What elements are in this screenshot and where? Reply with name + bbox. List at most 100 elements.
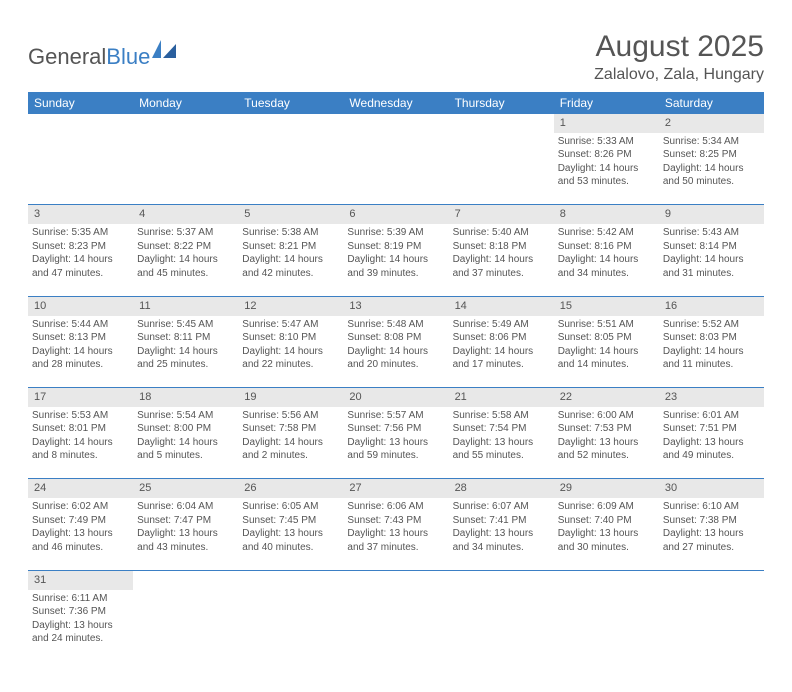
daylight-1: Daylight: 14 hours xyxy=(663,253,760,267)
logo: GeneralBlue xyxy=(28,44,178,70)
day-number xyxy=(133,570,238,589)
sunrise: Sunrise: 6:04 AM xyxy=(137,500,234,514)
daylight-1: Daylight: 14 hours xyxy=(137,436,234,450)
day-number: 8 xyxy=(554,205,659,224)
day-number: 30 xyxy=(659,479,764,498)
day-cell: Sunrise: 5:44 AMSunset: 8:13 PMDaylight:… xyxy=(28,316,133,388)
day-number: 26 xyxy=(238,479,343,498)
sunset: Sunset: 8:03 PM xyxy=(663,331,760,345)
day-number: 7 xyxy=(449,205,554,224)
daylight-2: and 5 minutes. xyxy=(137,449,234,463)
daylight-2: and 11 minutes. xyxy=(663,358,760,372)
daylight-2: and 17 minutes. xyxy=(453,358,550,372)
calendar-table: SundayMondayTuesdayWednesdayThursdayFrid… xyxy=(28,92,764,662)
daylight-2: and 2 minutes. xyxy=(242,449,339,463)
daylight-1: Daylight: 14 hours xyxy=(32,253,129,267)
sunset: Sunset: 7:49 PM xyxy=(32,514,129,528)
day-cell xyxy=(238,590,343,662)
day-number xyxy=(238,570,343,589)
day-number: 2 xyxy=(659,114,764,133)
day-cell: Sunrise: 5:49 AMSunset: 8:06 PMDaylight:… xyxy=(449,316,554,388)
daylight-2: and 43 minutes. xyxy=(137,541,234,555)
daylight-1: Daylight: 14 hours xyxy=(32,436,129,450)
day-number: 27 xyxy=(343,479,448,498)
sunset: Sunset: 7:58 PM xyxy=(242,422,339,436)
sunrise: Sunrise: 5:53 AM xyxy=(32,409,129,423)
day-number xyxy=(133,114,238,133)
day-cell: Sunrise: 5:33 AMSunset: 8:26 PMDaylight:… xyxy=(554,133,659,205)
day-number: 28 xyxy=(449,479,554,498)
daylight-2: and 59 minutes. xyxy=(347,449,444,463)
daylight-1: Daylight: 14 hours xyxy=(663,345,760,359)
day-number: 31 xyxy=(28,570,133,589)
day-number: 13 xyxy=(343,296,448,315)
sunrise: Sunrise: 5:35 AM xyxy=(32,226,129,240)
day-number: 14 xyxy=(449,296,554,315)
day-number xyxy=(554,570,659,589)
day-number: 11 xyxy=(133,296,238,315)
daylight-2: and 34 minutes. xyxy=(453,541,550,555)
weekday-header: Tuesday xyxy=(238,92,343,114)
daylight-1: Daylight: 13 hours xyxy=(558,436,655,450)
sunrise: Sunrise: 5:38 AM xyxy=(242,226,339,240)
sunrise: Sunrise: 5:42 AM xyxy=(558,226,655,240)
day-cell: Sunrise: 5:57 AMSunset: 7:56 PMDaylight:… xyxy=(343,407,448,479)
sunrise: Sunrise: 5:33 AM xyxy=(558,135,655,149)
daylight-1: Daylight: 13 hours xyxy=(663,527,760,541)
day-cell: Sunrise: 5:37 AMSunset: 8:22 PMDaylight:… xyxy=(133,224,238,296)
sunrise: Sunrise: 6:09 AM xyxy=(558,500,655,514)
sunrise: Sunrise: 5:56 AM xyxy=(242,409,339,423)
day-number: 6 xyxy=(343,205,448,224)
daylight-1: Daylight: 13 hours xyxy=(347,436,444,450)
header: GeneralBlue August 2025 Zalalovo, Zala, … xyxy=(28,30,764,84)
sunrise: Sunrise: 5:44 AM xyxy=(32,318,129,332)
daylight-1: Daylight: 14 hours xyxy=(32,345,129,359)
daylight-1: Daylight: 14 hours xyxy=(453,345,550,359)
sunset: Sunset: 7:40 PM xyxy=(558,514,655,528)
sunrise: Sunrise: 5:58 AM xyxy=(453,409,550,423)
daylight-1: Daylight: 14 hours xyxy=(558,162,655,176)
day-number: 12 xyxy=(238,296,343,315)
day-number xyxy=(343,114,448,133)
day-cell: Sunrise: 5:38 AMSunset: 8:21 PMDaylight:… xyxy=(238,224,343,296)
daylight-2: and 55 minutes. xyxy=(453,449,550,463)
sunset: Sunset: 8:23 PM xyxy=(32,240,129,254)
title-block: August 2025 Zalalovo, Zala, Hungary xyxy=(594,30,764,84)
day-cell xyxy=(133,133,238,205)
weekday-header: Monday xyxy=(133,92,238,114)
sunrise: Sunrise: 5:47 AM xyxy=(242,318,339,332)
sunset: Sunset: 8:10 PM xyxy=(242,331,339,345)
sunrise: Sunrise: 6:07 AM xyxy=(453,500,550,514)
daylight-1: Daylight: 14 hours xyxy=(242,345,339,359)
daylight-2: and 8 minutes. xyxy=(32,449,129,463)
sunset: Sunset: 8:01 PM xyxy=(32,422,129,436)
sunset: Sunset: 8:06 PM xyxy=(453,331,550,345)
sunrise: Sunrise: 6:11 AM xyxy=(32,592,129,606)
daylight-2: and 52 minutes. xyxy=(558,449,655,463)
daylight-1: Daylight: 13 hours xyxy=(453,436,550,450)
sunset: Sunset: 8:19 PM xyxy=(347,240,444,254)
daylight-2: and 27 minutes. xyxy=(663,541,760,555)
day-cell: Sunrise: 6:06 AMSunset: 7:43 PMDaylight:… xyxy=(343,498,448,570)
sunset: Sunset: 8:21 PM xyxy=(242,240,339,254)
sunset: Sunset: 8:08 PM xyxy=(347,331,444,345)
day-cell xyxy=(343,590,448,662)
day-row: Sunrise: 6:02 AMSunset: 7:49 PM Daylight:… xyxy=(28,498,764,570)
sunset: Sunset: 7:56 PM xyxy=(347,422,444,436)
day-number xyxy=(449,570,554,589)
day-number: 15 xyxy=(554,296,659,315)
sunrise: Sunrise: 5:43 AM xyxy=(663,226,760,240)
daylight-1: Daylight: 14 hours xyxy=(242,253,339,267)
sunset: Sunset: 8:22 PM xyxy=(137,240,234,254)
sunrise: Sunrise: 6:02 AM xyxy=(32,500,129,514)
daylight-1: Daylight: 14 hours xyxy=(663,162,760,176)
sunset: Sunset: 7:54 PM xyxy=(453,422,550,436)
daylight-1: Daylight: 13 hours xyxy=(453,527,550,541)
sunrise: Sunrise: 6:05 AM xyxy=(242,500,339,514)
daylight-2: and 14 minutes. xyxy=(558,358,655,372)
day-number: 25 xyxy=(133,479,238,498)
day-cell: Sunrise: 6:09 AMSunset: 7:40 PMDaylight:… xyxy=(554,498,659,570)
day-number: 16 xyxy=(659,296,764,315)
day-cell xyxy=(343,133,448,205)
sunrise: Sunrise: 5:34 AM xyxy=(663,135,760,149)
